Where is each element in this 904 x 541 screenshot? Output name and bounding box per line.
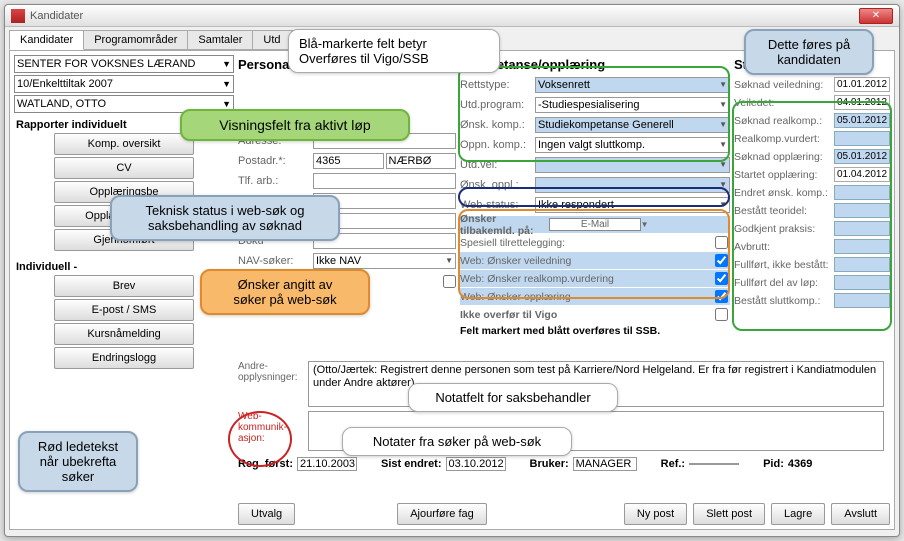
window-title: Kandidater: [30, 10, 83, 22]
callout-orange: Ønsker angitt av søker på web-søk: [200, 269, 370, 315]
tab-samtaler[interactable]: Samtaler: [187, 30, 253, 50]
registrert-karriere-check[interactable]: [443, 275, 456, 288]
btn-kursn-melding[interactable]: Kursnåmelding: [54, 323, 194, 345]
highlight-orange-onsker: [458, 209, 730, 299]
titlebar: Kandidater ✕: [5, 5, 899, 27]
btn-komp--oversikt[interactable]: Komp. oversikt: [54, 133, 194, 155]
callout-top-blue: Dette føres på kandidaten: [744, 29, 874, 75]
close-button[interactable]: ✕: [859, 8, 893, 24]
dropdown-senter[interactable]: SENTER FOR VOKSNES LÆRAND▼: [14, 55, 234, 73]
btn-lagre[interactable]: Lagre: [771, 503, 825, 525]
mid-column: Personalia Adresse:Postadr.*:4365NÆRBØTl…: [238, 55, 456, 292]
highlight-red-weblabel: [228, 411, 292, 467]
ikke-overfor-check[interactable]: [715, 308, 728, 321]
pid-value: 4369: [788, 458, 812, 470]
main-window: Kandidater ✕ KandidaterProgramområderSam…: [4, 4, 900, 537]
felt-markert-label: Felt markert med blått overføres til SSB…: [460, 325, 730, 337]
callout-green: Visningsfelt fra aktivt løp: [180, 109, 410, 141]
app-icon: [11, 9, 25, 23]
callout-bottom-blue: Rød ledetekst når ubekrefta søker: [18, 431, 138, 492]
btn-slettpost[interactable]: Slett post: [693, 503, 765, 525]
highlight-darkblue-webstatus: [458, 187, 730, 207]
highlight-green-status: [732, 101, 892, 331]
btn-nypost[interactable]: Ny post: [624, 503, 687, 525]
btn-avslutt[interactable]: Avslutt: [831, 503, 890, 525]
callout-notat2: Notater fra søker på web-søk: [342, 427, 572, 456]
dropdown-tiltak[interactable]: 10/Enkelttiltak 2007▼: [14, 75, 234, 93]
bottom-button-bar: Utvalg Ajourføre fag Ny post Slett post …: [238, 503, 890, 525]
highlight-green-komp: [458, 66, 730, 162]
btn-utvalg[interactable]: Utvalg: [238, 503, 295, 525]
callout-top-white: Blå-markerte felt betyr Overføres til Vi…: [288, 29, 500, 73]
sist-endret-field[interactable]: 03.10.2012: [446, 457, 506, 471]
tab-kandidater[interactable]: Kandidater: [9, 30, 84, 50]
tab-programområder[interactable]: Programområder: [83, 30, 188, 50]
status-field[interactable]: 01.01.2012: [834, 77, 890, 92]
group-individuell-label: Individuell -: [16, 261, 234, 273]
ref-field[interactable]: [689, 463, 739, 465]
callout-blue-mid: Teknisk status i web-søk og saksbehandli…: [110, 195, 340, 241]
tab-utd[interactable]: Utd: [252, 30, 291, 50]
btn-e-post---sms[interactable]: E-post / SMS: [54, 299, 194, 321]
btn-brev[interactable]: Brev: [54, 275, 194, 297]
btn-cv[interactable]: CV: [54, 157, 194, 179]
content-area: SENTER FOR VOKSNES LÆRAND▼ 10/Enkelttilt…: [9, 50, 895, 530]
bruker-field: MANAGER: [573, 457, 637, 471]
btn-endringslogg[interactable]: Endringslogg: [54, 347, 194, 369]
btn-ajourfore[interactable]: Ajourføre fag: [397, 503, 487, 525]
reg-forst-field[interactable]: 21.10.2003: [297, 457, 357, 471]
callout-notat1: Notatfelt for saksbehandler: [408, 383, 618, 412]
